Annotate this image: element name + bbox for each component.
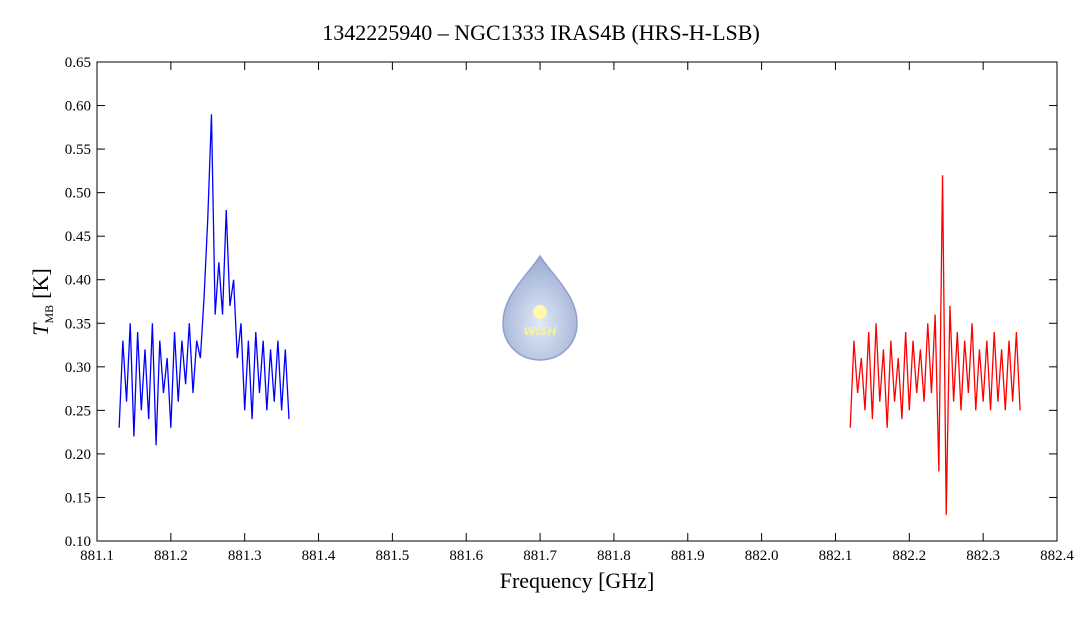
logo-star bbox=[533, 305, 547, 319]
spectrum-line bbox=[849, 175, 1021, 515]
spectrum-line bbox=[118, 114, 290, 446]
y-label-symbol: T bbox=[28, 322, 53, 336]
x-tick-label: 881.4 bbox=[302, 548, 336, 564]
x-tick-label: 881.5 bbox=[376, 548, 410, 564]
y-label-unit: [K] bbox=[28, 268, 53, 299]
x-tick-label: 881.9 bbox=[671, 548, 705, 564]
x-tick-label: 881.1 bbox=[80, 548, 114, 564]
x-tick-label: 881.8 bbox=[597, 548, 631, 564]
y-label-subscript: MB bbox=[42, 305, 56, 324]
y-tick-label: 0.30 bbox=[65, 360, 91, 376]
plot-frame bbox=[96, 61, 1058, 542]
logo-text: WISH bbox=[523, 325, 556, 338]
y-tick-label: 0.40 bbox=[65, 273, 91, 289]
y-tick-label: 0.45 bbox=[65, 229, 91, 245]
x-tick-label: 881.7 bbox=[523, 548, 557, 564]
x-tick-label: 881.2 bbox=[154, 548, 188, 564]
x-axis-label: Frequency [GHz] bbox=[500, 568, 655, 593]
y-tick-label: 0.15 bbox=[65, 490, 91, 506]
chart-title: 1342225940 – NGC1333 IRAS4B (HRS-H-LSB) bbox=[322, 20, 760, 45]
x-tick-label: 882.0 bbox=[745, 548, 779, 564]
x-tick-label: 882.3 bbox=[966, 548, 1000, 564]
x-tick-label: 882.1 bbox=[819, 548, 853, 564]
y-tick-label: 0.25 bbox=[65, 403, 91, 419]
y-tick-label: 0.35 bbox=[65, 316, 91, 332]
y-tick-label: 0.65 bbox=[65, 55, 91, 71]
y-axis-label: TMB [K] bbox=[28, 268, 56, 335]
x-tick-label: 882.4 bbox=[1040, 548, 1074, 564]
x-tick-label: 881.3 bbox=[228, 548, 262, 564]
x-tick-label: 881.6 bbox=[449, 548, 483, 564]
y-tick-label: 0.55 bbox=[65, 142, 91, 158]
logo: WISH bbox=[502, 254, 578, 361]
x-tick-label: 882.2 bbox=[892, 548, 926, 564]
y-tick-label: 0.10 bbox=[65, 534, 91, 550]
y-tick-label: 0.50 bbox=[65, 186, 91, 202]
y-tick-label: 0.20 bbox=[65, 447, 91, 463]
y-tick-label: 0.60 bbox=[65, 99, 91, 115]
